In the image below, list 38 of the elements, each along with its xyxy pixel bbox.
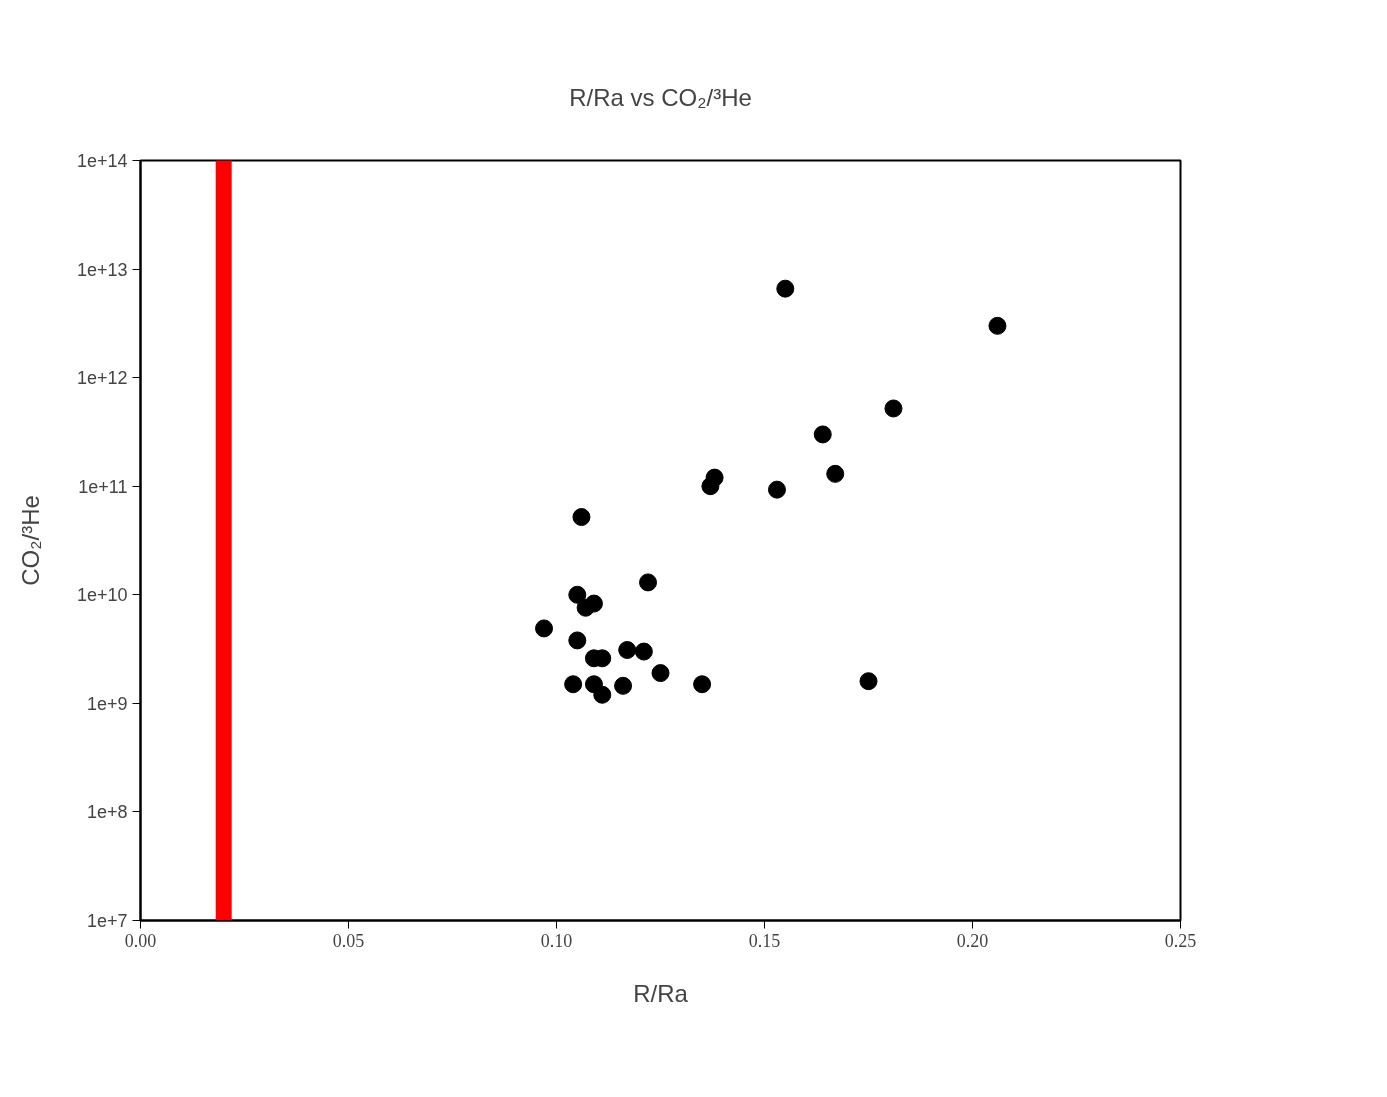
chart-title: R/Ra vs CO₂/³He: [569, 83, 752, 111]
y-tick-label: 1e+10: [76, 585, 128, 606]
y-tick-label: 1e+13: [76, 259, 128, 280]
x-tick-label: 0.20: [956, 930, 989, 951]
point: [614, 676, 633, 695]
point: [593, 685, 612, 704]
point: [572, 508, 591, 527]
point: [988, 316, 1007, 335]
point: [576, 598, 595, 617]
point: [776, 279, 795, 298]
point: [651, 664, 670, 683]
point: [693, 675, 712, 694]
x-tick-label: 0.10: [540, 930, 573, 951]
y-tick-label: 1e+12: [76, 368, 128, 389]
point: [826, 464, 845, 483]
point: [568, 585, 587, 604]
point: [701, 477, 720, 496]
point: [859, 672, 878, 691]
x-tick-label: 0.00: [124, 930, 157, 951]
point: [813, 425, 832, 444]
point: [535, 619, 554, 638]
point: [634, 642, 653, 661]
y-axis-title: CO₂/³He: [16, 495, 44, 586]
x-tick-label: 0.05: [332, 930, 365, 951]
y-tick-label: 1e+9: [86, 693, 128, 714]
point: [618, 641, 637, 659]
y-tick-label: 1e+14: [76, 151, 128, 171]
x-tick-label: 0.25: [1164, 930, 1197, 951]
point: [767, 480, 786, 499]
point: [884, 399, 903, 418]
y-tick-label: 1e+7: [86, 911, 128, 931]
x-tick-label: 0.15: [748, 930, 781, 951]
point: [639, 573, 658, 592]
point: [568, 631, 587, 650]
x-axis-title: R/Ra: [633, 979, 689, 1007]
y-tick-label: 1e+11: [78, 476, 128, 497]
point: [564, 675, 583, 694]
y-tick-label: 1e+8: [86, 802, 128, 823]
